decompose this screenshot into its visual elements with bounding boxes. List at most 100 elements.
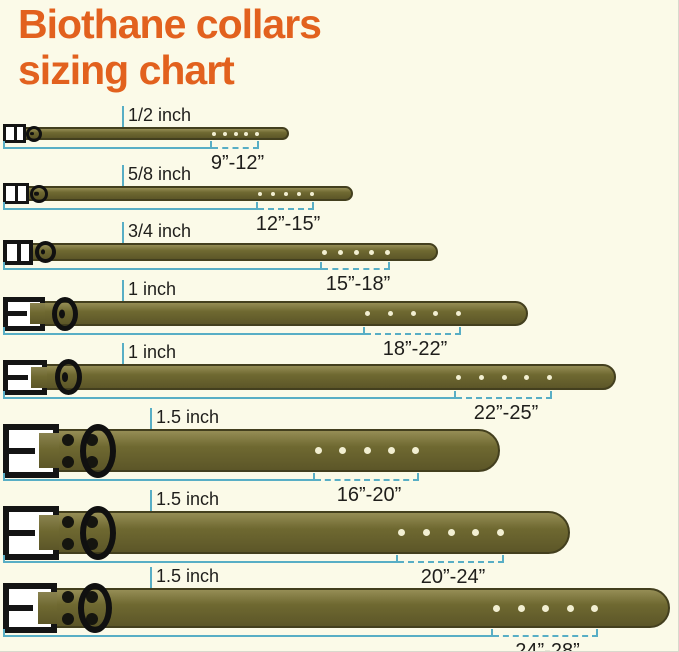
d-ring-icon xyxy=(52,296,78,331)
punch-hole xyxy=(271,191,275,196)
adjust-range-measure-line xyxy=(315,473,419,481)
buckle-icon xyxy=(3,183,29,204)
punch-holes xyxy=(322,243,390,261)
collar-width-label: 1 inch xyxy=(128,279,177,299)
punch-hole xyxy=(244,131,249,136)
punch-hole xyxy=(547,374,552,380)
size-range-label: 15”-18” xyxy=(325,273,391,295)
page-title: Biothane collars sizing chart xyxy=(18,1,322,94)
rivet-icon xyxy=(62,515,74,528)
punch-hole xyxy=(412,447,419,454)
rivet-icon xyxy=(62,591,74,603)
punch-hole xyxy=(322,249,327,255)
punch-holes xyxy=(398,511,504,554)
punch-hole xyxy=(398,529,405,536)
punch-hole xyxy=(365,311,370,316)
collar-strap xyxy=(3,364,616,390)
punch-hole xyxy=(501,374,507,380)
adjust-range-measure-line xyxy=(212,141,259,149)
punch-hole xyxy=(387,311,393,316)
adjust-range-measure-line xyxy=(258,202,314,210)
punch-hole xyxy=(363,447,371,454)
collar-width-label: 3/4 inch xyxy=(128,221,192,241)
d-ring-icon xyxy=(26,125,42,142)
length-measure-line xyxy=(3,391,456,399)
punch-holes xyxy=(456,364,552,390)
punch-holes xyxy=(365,301,461,326)
punch-hole xyxy=(422,529,430,536)
punch-hole xyxy=(339,447,347,454)
length-measure-line xyxy=(3,629,493,637)
punch-hole xyxy=(222,131,227,136)
punch-hole xyxy=(456,311,461,316)
punch-hole xyxy=(493,604,500,612)
d-ring-icon xyxy=(78,583,112,633)
buckle-icon xyxy=(3,239,33,265)
punch-hole xyxy=(387,447,395,454)
punch-hole xyxy=(524,374,530,380)
buckle-icon xyxy=(3,296,45,331)
buckle-icon xyxy=(3,359,47,395)
punch-holes xyxy=(258,186,314,201)
size-range-label: 22”-25” xyxy=(473,402,539,424)
punch-hole xyxy=(310,191,314,196)
punch-hole xyxy=(478,374,484,380)
collar-width-label: 1 inch xyxy=(128,342,177,362)
buckle-icon xyxy=(3,124,26,143)
punch-hole xyxy=(258,191,262,196)
collar-strap xyxy=(3,301,528,326)
collar-width-label: 1.5 inch xyxy=(156,407,220,427)
punch-hole xyxy=(233,131,238,136)
adjust-range-measure-line xyxy=(322,262,390,270)
punch-holes xyxy=(315,429,419,472)
size-range-label: 16”-20” xyxy=(336,484,402,506)
punch-hole xyxy=(447,529,455,536)
size-range-label: 24”-28” xyxy=(515,640,580,652)
punch-hole xyxy=(433,311,439,316)
buckle-icon xyxy=(3,505,59,560)
punch-holes xyxy=(493,588,598,628)
adjust-range-measure-line xyxy=(493,629,598,637)
rivet-icon xyxy=(62,613,74,625)
length-measure-line xyxy=(3,555,398,563)
length-measure-line xyxy=(3,202,258,210)
d-ring-icon xyxy=(30,184,48,203)
rivet-icon xyxy=(62,433,74,446)
punch-hole xyxy=(385,249,390,255)
collar-strap xyxy=(3,429,500,472)
punch-hole xyxy=(353,249,359,255)
size-range-label: 9”-12” xyxy=(210,152,265,174)
width-measure-tick xyxy=(122,165,124,201)
d-ring-icon xyxy=(55,359,82,395)
d-ring-icon xyxy=(80,505,116,560)
size-range-label: 12”-15” xyxy=(255,213,321,235)
punch-hole xyxy=(566,604,574,612)
punch-hole xyxy=(297,191,301,196)
length-measure-line xyxy=(3,262,322,270)
punch-hole xyxy=(591,604,598,612)
buckle-icon xyxy=(3,423,59,478)
collar-width-label: 1/2 inch xyxy=(128,105,192,125)
adjust-range-measure-line xyxy=(365,327,461,335)
punch-holes xyxy=(212,127,259,140)
punch-hole xyxy=(315,447,322,454)
buckle-icon xyxy=(3,583,57,633)
punch-hole xyxy=(369,249,375,255)
punch-hole xyxy=(497,529,504,536)
punch-hole xyxy=(517,604,525,612)
collar-width-label: 5/8 inch xyxy=(128,164,192,184)
collar-width-label: 1.5 inch xyxy=(156,566,220,586)
size-range-label: 20”-24” xyxy=(420,566,486,588)
collar-width-label: 1.5 inch xyxy=(156,489,220,509)
punch-hole xyxy=(284,191,288,196)
length-measure-line xyxy=(3,473,315,481)
rivet-icon xyxy=(62,537,74,550)
length-measure-line xyxy=(3,327,365,335)
punch-hole xyxy=(410,311,416,316)
adjust-range-measure-line xyxy=(456,391,552,399)
punch-hole xyxy=(472,529,480,536)
length-measure-line xyxy=(3,141,212,149)
d-ring-icon xyxy=(80,423,116,478)
page-title-line2: sizing chart xyxy=(18,46,235,93)
